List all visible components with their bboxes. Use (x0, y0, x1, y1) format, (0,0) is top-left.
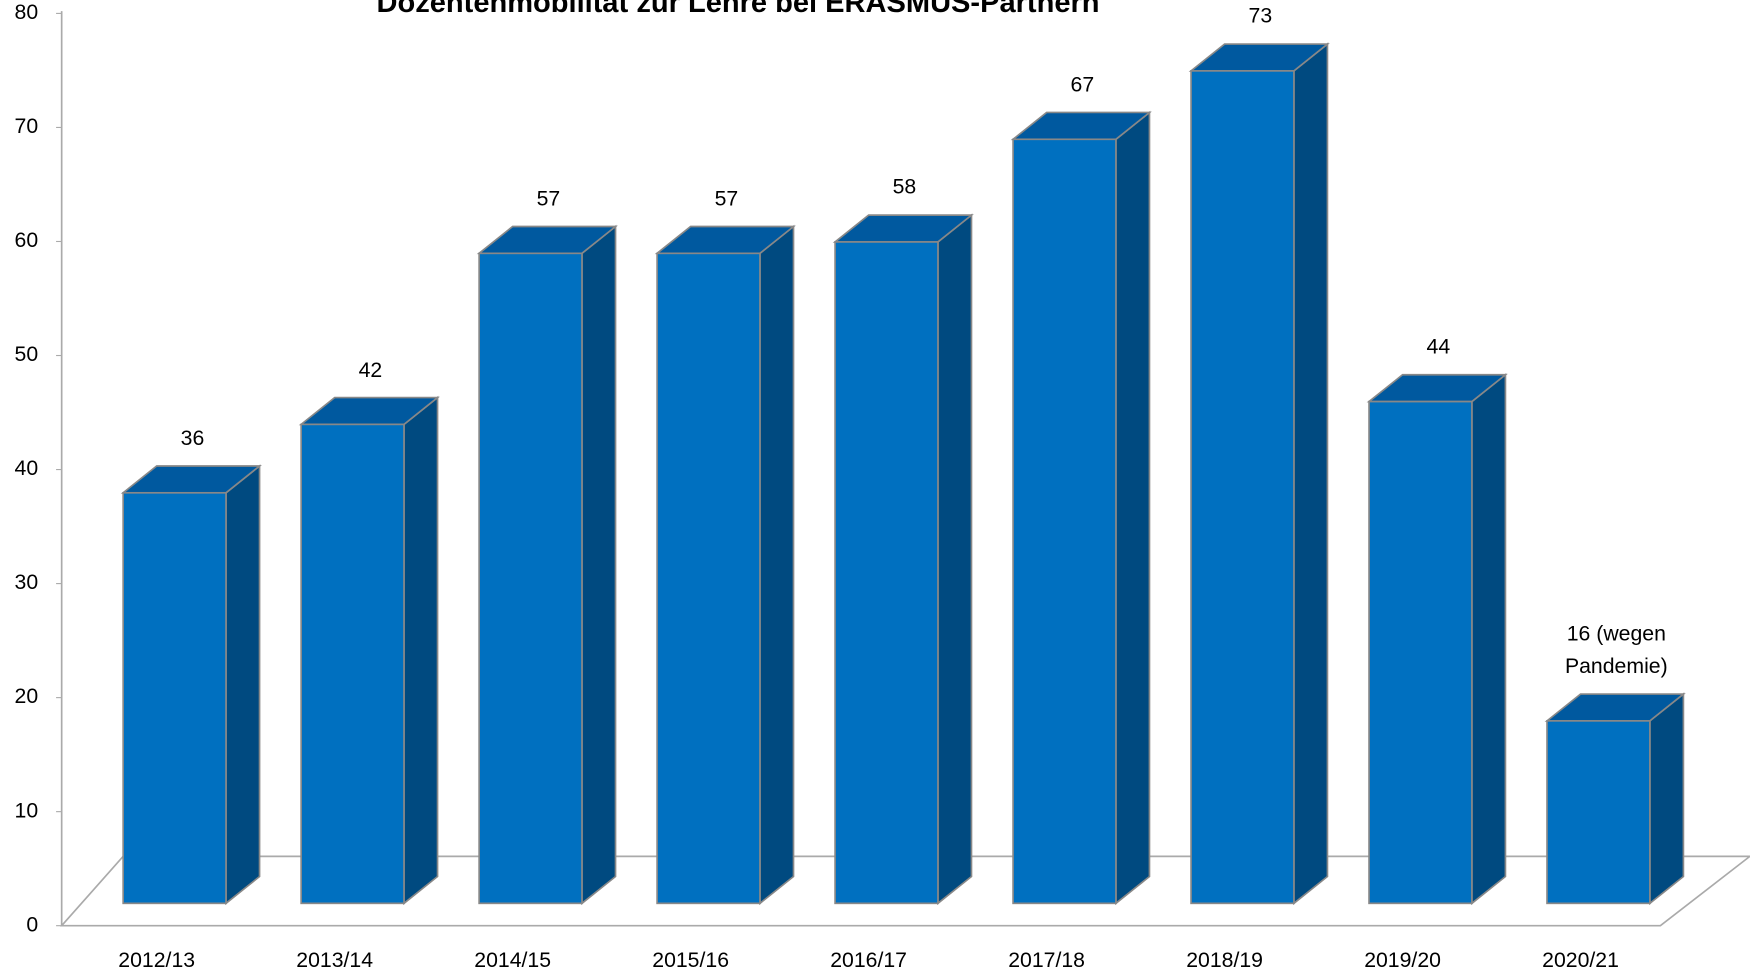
value-label-box: 36 (180, 426, 205, 451)
value-label: 73 (1248, 4, 1273, 29)
bar-side (403, 395, 439, 906)
y-tick-label: 80 (15, 0, 39, 24)
y-tick-label: 60 (15, 228, 39, 252)
value-label-box: 67 (1070, 73, 1095, 97)
x-tick-label: 2013/14 (296, 948, 373, 972)
x-tick-label: 2018/19 (1186, 948, 1263, 972)
bar-side (759, 224, 795, 906)
bar-side (581, 224, 617, 906)
value-label-box: 57 (536, 187, 561, 211)
x-tick-label: 2019/20 (1364, 948, 1441, 972)
bar-front (122, 491, 227, 905)
value-label-box: 16 (wegen Pandemie) (1564, 622, 1668, 679)
y-tick-label: 10 (15, 798, 39, 822)
value-label-box: 73 (1248, 4, 1273, 29)
bar-front (656, 252, 761, 905)
value-label-box: 58 (892, 175, 917, 200)
bar (476, 224, 618, 906)
x-tick-label: 2017/18 (1008, 948, 1085, 972)
bar-front (834, 241, 939, 905)
value-label: 36 (180, 426, 205, 451)
x-tick-label: 2014/15 (474, 948, 551, 972)
value-label: 42 (358, 358, 383, 382)
y-tick-label: 30 (15, 570, 39, 594)
bar-front (1546, 720, 1651, 905)
x-tick-label: 2016/17 (830, 948, 907, 972)
bar (1544, 692, 1686, 906)
x-tick-label: 2012/13 (118, 948, 195, 972)
bar (1010, 110, 1152, 906)
y-tick-label: 50 (15, 342, 39, 366)
x-tick-label: 2020/21 (1542, 948, 1619, 972)
y-tick-label: 0 (26, 912, 38, 936)
bar (832, 213, 974, 906)
value-label: 16 (wegen Pandemie) (1564, 622, 1668, 679)
value-label: 67 (1070, 73, 1095, 97)
value-label-box: 57 (714, 187, 739, 211)
bar-front (1190, 70, 1295, 905)
bar-front (300, 423, 405, 905)
bar-side (1293, 42, 1329, 906)
value-label-box: 44 (1426, 335, 1451, 360)
y-tick-label: 20 (15, 684, 39, 708)
y-tick-label: 70 (15, 114, 39, 138)
bar (1366, 373, 1508, 906)
value-label: 58 (892, 175, 917, 200)
value-label: 57 (714, 187, 739, 211)
chart-title: Dozentenmobilität zur Lehre bei ERASMUS-… (377, 0, 1100, 19)
bar-front (478, 252, 583, 905)
bar-side (1115, 110, 1151, 906)
bar (120, 464, 262, 906)
value-label-box: 42 (358, 358, 383, 382)
bar-side (1471, 373, 1507, 906)
value-label: 57 (536, 187, 561, 211)
bar-front (1368, 400, 1473, 905)
value-label: 44 (1426, 335, 1451, 360)
bar (654, 224, 796, 906)
y-tick-label: 40 (15, 456, 39, 480)
bar-front (1012, 138, 1117, 905)
bar (298, 395, 440, 906)
bar-side (1649, 692, 1685, 906)
bar (1188, 42, 1330, 906)
bar-side (225, 464, 261, 906)
x-tick-label: 2015/16 (652, 948, 729, 972)
bar-side (937, 213, 973, 906)
